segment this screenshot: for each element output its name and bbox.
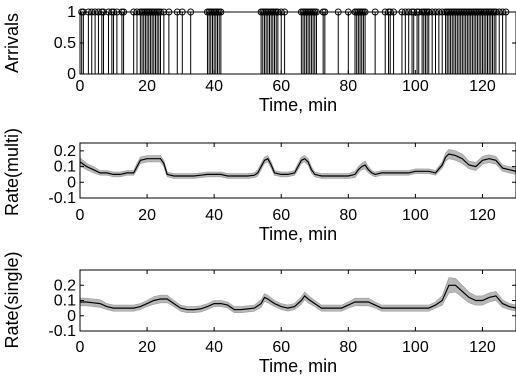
y-tick-label: 0.1 (54, 293, 76, 310)
x-axis-label-single: Time, min (259, 356, 337, 376)
y-tick-label: 0.1 (54, 159, 76, 176)
x-ticks-single: 0 20 40 60 80 100 120 (76, 270, 496, 356)
x-tick-label: 100 (402, 78, 429, 95)
y-tick-label: -0.1 (48, 190, 76, 207)
x-tick-label: 20 (138, 78, 156, 95)
x-tick-label: 0 (76, 207, 85, 224)
y-tick-label: 1 (67, 4, 76, 21)
x-tick-label: 80 (339, 207, 357, 224)
x-tick-label: 40 (205, 207, 223, 224)
x-tick-label: 80 (339, 339, 357, 356)
x-tick-label: 20 (138, 339, 156, 356)
confidence-band-multi (79, 148, 516, 179)
y-axis-label-single: Rate(single) (2, 251, 22, 348)
x-tick-label: 120 (469, 207, 496, 224)
y-ticks-arrivals: 00.51 (54, 4, 516, 83)
y-tick-label: -0.1 (48, 323, 76, 340)
x-tick-label: 40 (205, 339, 223, 356)
x-tick-label: 20 (138, 207, 156, 224)
x-tick-label: 80 (339, 78, 357, 95)
x-axis-label-multi: Time, min (259, 224, 337, 244)
x-ticks-multi: 0 20 40 60 80 100 120 (76, 143, 496, 224)
x-axis-label-arrivals: Time, min (259, 95, 337, 115)
y-axis-label-arrivals: Arrivals (2, 13, 22, 73)
panel-rate-single: 0 20 40 60 80 100 120 -0.100.10.2 Time, min Ra… (2, 251, 516, 376)
x-ticks-arrivals: 0 20 40 60 80 100 120 (76, 12, 496, 95)
rate-line-single (80, 284, 516, 311)
x-tick-label: 120 (469, 339, 496, 356)
x-tick-label: 0 (76, 339, 85, 356)
x-tick-label: 100 (402, 339, 429, 356)
y-tick-label: 0 (67, 66, 76, 83)
y-axis-label-multi: Rate(multi) (2, 128, 22, 216)
rate-line-multi (79, 153, 516, 177)
y-tick-label: 0 (67, 174, 76, 191)
panel-arrivals: 0 20 40 60 80 100 120 00.51 Time, min Arrivals (2, 4, 516, 115)
y-tick-label: 0 (67, 308, 76, 325)
y-tick-label: 0.2 (54, 277, 76, 294)
x-tick-label: 60 (272, 78, 290, 95)
x-tick-label: 60 (272, 339, 290, 356)
y-tick-label: 0.5 (54, 35, 76, 52)
x-tick-label: 40 (205, 78, 223, 95)
x-tick-label: 100 (402, 207, 429, 224)
y-ticks-single: -0.100.10.2 (48, 277, 516, 340)
y-ticks-multi: -0.100.10.2 (48, 143, 516, 207)
y-tick-label: 0.2 (54, 143, 76, 160)
x-tick-label: 0 (76, 78, 85, 95)
axes-frame-multi (79, 142, 516, 199)
arrival-marks (78, 8, 510, 74)
x-tick-label: 120 (469, 78, 496, 95)
panel-rate-multi: 0 20 40 60 80 100 120 -0.100.10.2 Time, min Ra… (2, 128, 516, 244)
x-tick-label: 60 (272, 207, 290, 224)
confidence-band-single (79, 277, 516, 313)
